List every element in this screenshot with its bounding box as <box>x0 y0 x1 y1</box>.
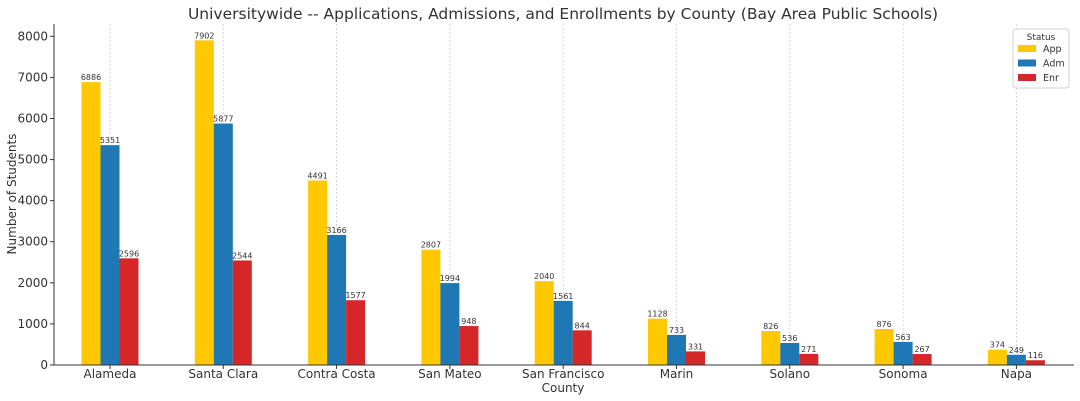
data-label: 331 <box>688 342 703 351</box>
data-label: 271 <box>801 345 816 354</box>
data-label: 3166 <box>326 226 346 235</box>
x-tick-label: Alameda <box>84 367 137 381</box>
bar-adm-contra-costa <box>327 234 347 365</box>
legend-label-app: App <box>1043 44 1062 55</box>
bar-adm-san-mateo <box>440 283 460 365</box>
y-tick-label: 4000 <box>17 194 48 208</box>
bar-enr-san-mateo <box>459 326 479 365</box>
data-labels: 6886 7902 4491 2807 2040 1128 826 876 374 5351 587… <box>81 31 1043 360</box>
bar-enr-santa-clara <box>232 260 252 365</box>
data-label: 7902 <box>194 31 214 40</box>
x-tick-label: San Francisco <box>522 367 604 381</box>
y-tick-label: 3000 <box>17 235 48 249</box>
bar-app-san-francisco <box>534 281 554 365</box>
legend-label-adm: Adm <box>1043 59 1065 70</box>
data-label: 5877 <box>213 115 233 124</box>
x-tick-label: Marin <box>660 367 694 381</box>
legend-label-enr: Enr <box>1043 73 1059 84</box>
legend-title: Status <box>1027 33 1056 43</box>
bar-enr-napa <box>1025 360 1045 365</box>
bar-enr-contra-costa <box>346 300 366 365</box>
data-label: 733 <box>669 326 684 335</box>
x-tick-label: Contra Costa <box>298 367 376 381</box>
bar-adm-san-francisco <box>553 300 573 365</box>
chart-title: Universitywide -- Applications, Admissio… <box>188 5 938 23</box>
y-tick-label: 1000 <box>17 317 48 331</box>
bar-app-sonoma <box>874 329 894 365</box>
bar-app-san-mateo <box>421 249 441 365</box>
y-tick-label: 0 <box>40 358 48 372</box>
data-label: 4491 <box>307 171 327 180</box>
legend-box <box>1012 28 1070 89</box>
bar-app-santa-clara <box>194 40 214 366</box>
y-tick-label: 7000 <box>17 70 48 84</box>
bar-adm-alameda <box>100 145 120 365</box>
data-label: 826 <box>763 322 778 331</box>
bar-enr-alameda <box>119 258 139 365</box>
axes: 0 1000 2000 3000 4000 5000 6000 7000 8000 Alameda… <box>17 24 1074 381</box>
bar-adm-solano <box>780 342 800 365</box>
data-label: 2040 <box>534 272 554 281</box>
bar-adm-napa <box>1006 354 1026 365</box>
bar-app-contra-costa <box>308 180 328 365</box>
data-label: 2544 <box>232 251 252 260</box>
data-label: 2596 <box>119 249 139 258</box>
bar-enr-sonoma <box>912 354 932 365</box>
y-tick-label: 8000 <box>17 29 48 43</box>
data-label: 5351 <box>100 136 120 145</box>
data-label: 116 <box>1028 351 1043 360</box>
data-label: 536 <box>782 334 797 343</box>
legend-swatch-enr <box>1018 74 1036 81</box>
x-tick-label: Napa <box>1001 367 1032 381</box>
bar-enr-san-francisco <box>572 330 592 365</box>
legend-swatch-adm <box>1018 59 1036 67</box>
bar-enr-solano <box>799 353 819 365</box>
bar-app-marin <box>648 318 667 365</box>
y-tick-label: 5000 <box>17 153 48 167</box>
bar-adm-marin <box>667 334 686 365</box>
y-axis-label: Number of Students <box>5 134 19 255</box>
bars <box>81 40 1045 366</box>
bar-app-napa <box>987 349 1007 365</box>
data-label: 374 <box>990 341 1005 350</box>
data-label: 6886 <box>81 73 101 82</box>
data-label: 267 <box>914 345 929 354</box>
bar-app-alameda <box>81 82 101 365</box>
x-tick-label: San Mateo <box>418 367 482 381</box>
bar-adm-sonoma <box>893 341 913 365</box>
data-label: 1577 <box>345 291 365 300</box>
data-label: 249 <box>1009 346 1024 355</box>
bar-adm-santa-clara <box>213 123 233 365</box>
data-label: 876 <box>876 320 891 329</box>
data-label: 1994 <box>440 274 460 283</box>
legend-swatch-app <box>1018 45 1036 52</box>
data-label: 844 <box>575 321 590 330</box>
y-tick-label: 6000 <box>17 111 48 125</box>
data-label: 1561 <box>553 292 573 301</box>
y-tick-label: 2000 <box>17 276 48 290</box>
data-label: 948 <box>461 317 476 326</box>
bar-app-solano <box>761 331 781 365</box>
data-label: 563 <box>895 333 910 342</box>
x-tick-label: Solano <box>770 367 811 381</box>
bar-enr-marin <box>686 351 705 365</box>
x-axis-label: County <box>542 381 585 395</box>
x-tick-label: Santa Clara <box>188 367 258 381</box>
data-label: 1128 <box>647 310 667 319</box>
x-tick-label: Sonoma <box>879 367 928 381</box>
data-label: 2807 <box>421 241 441 250</box>
